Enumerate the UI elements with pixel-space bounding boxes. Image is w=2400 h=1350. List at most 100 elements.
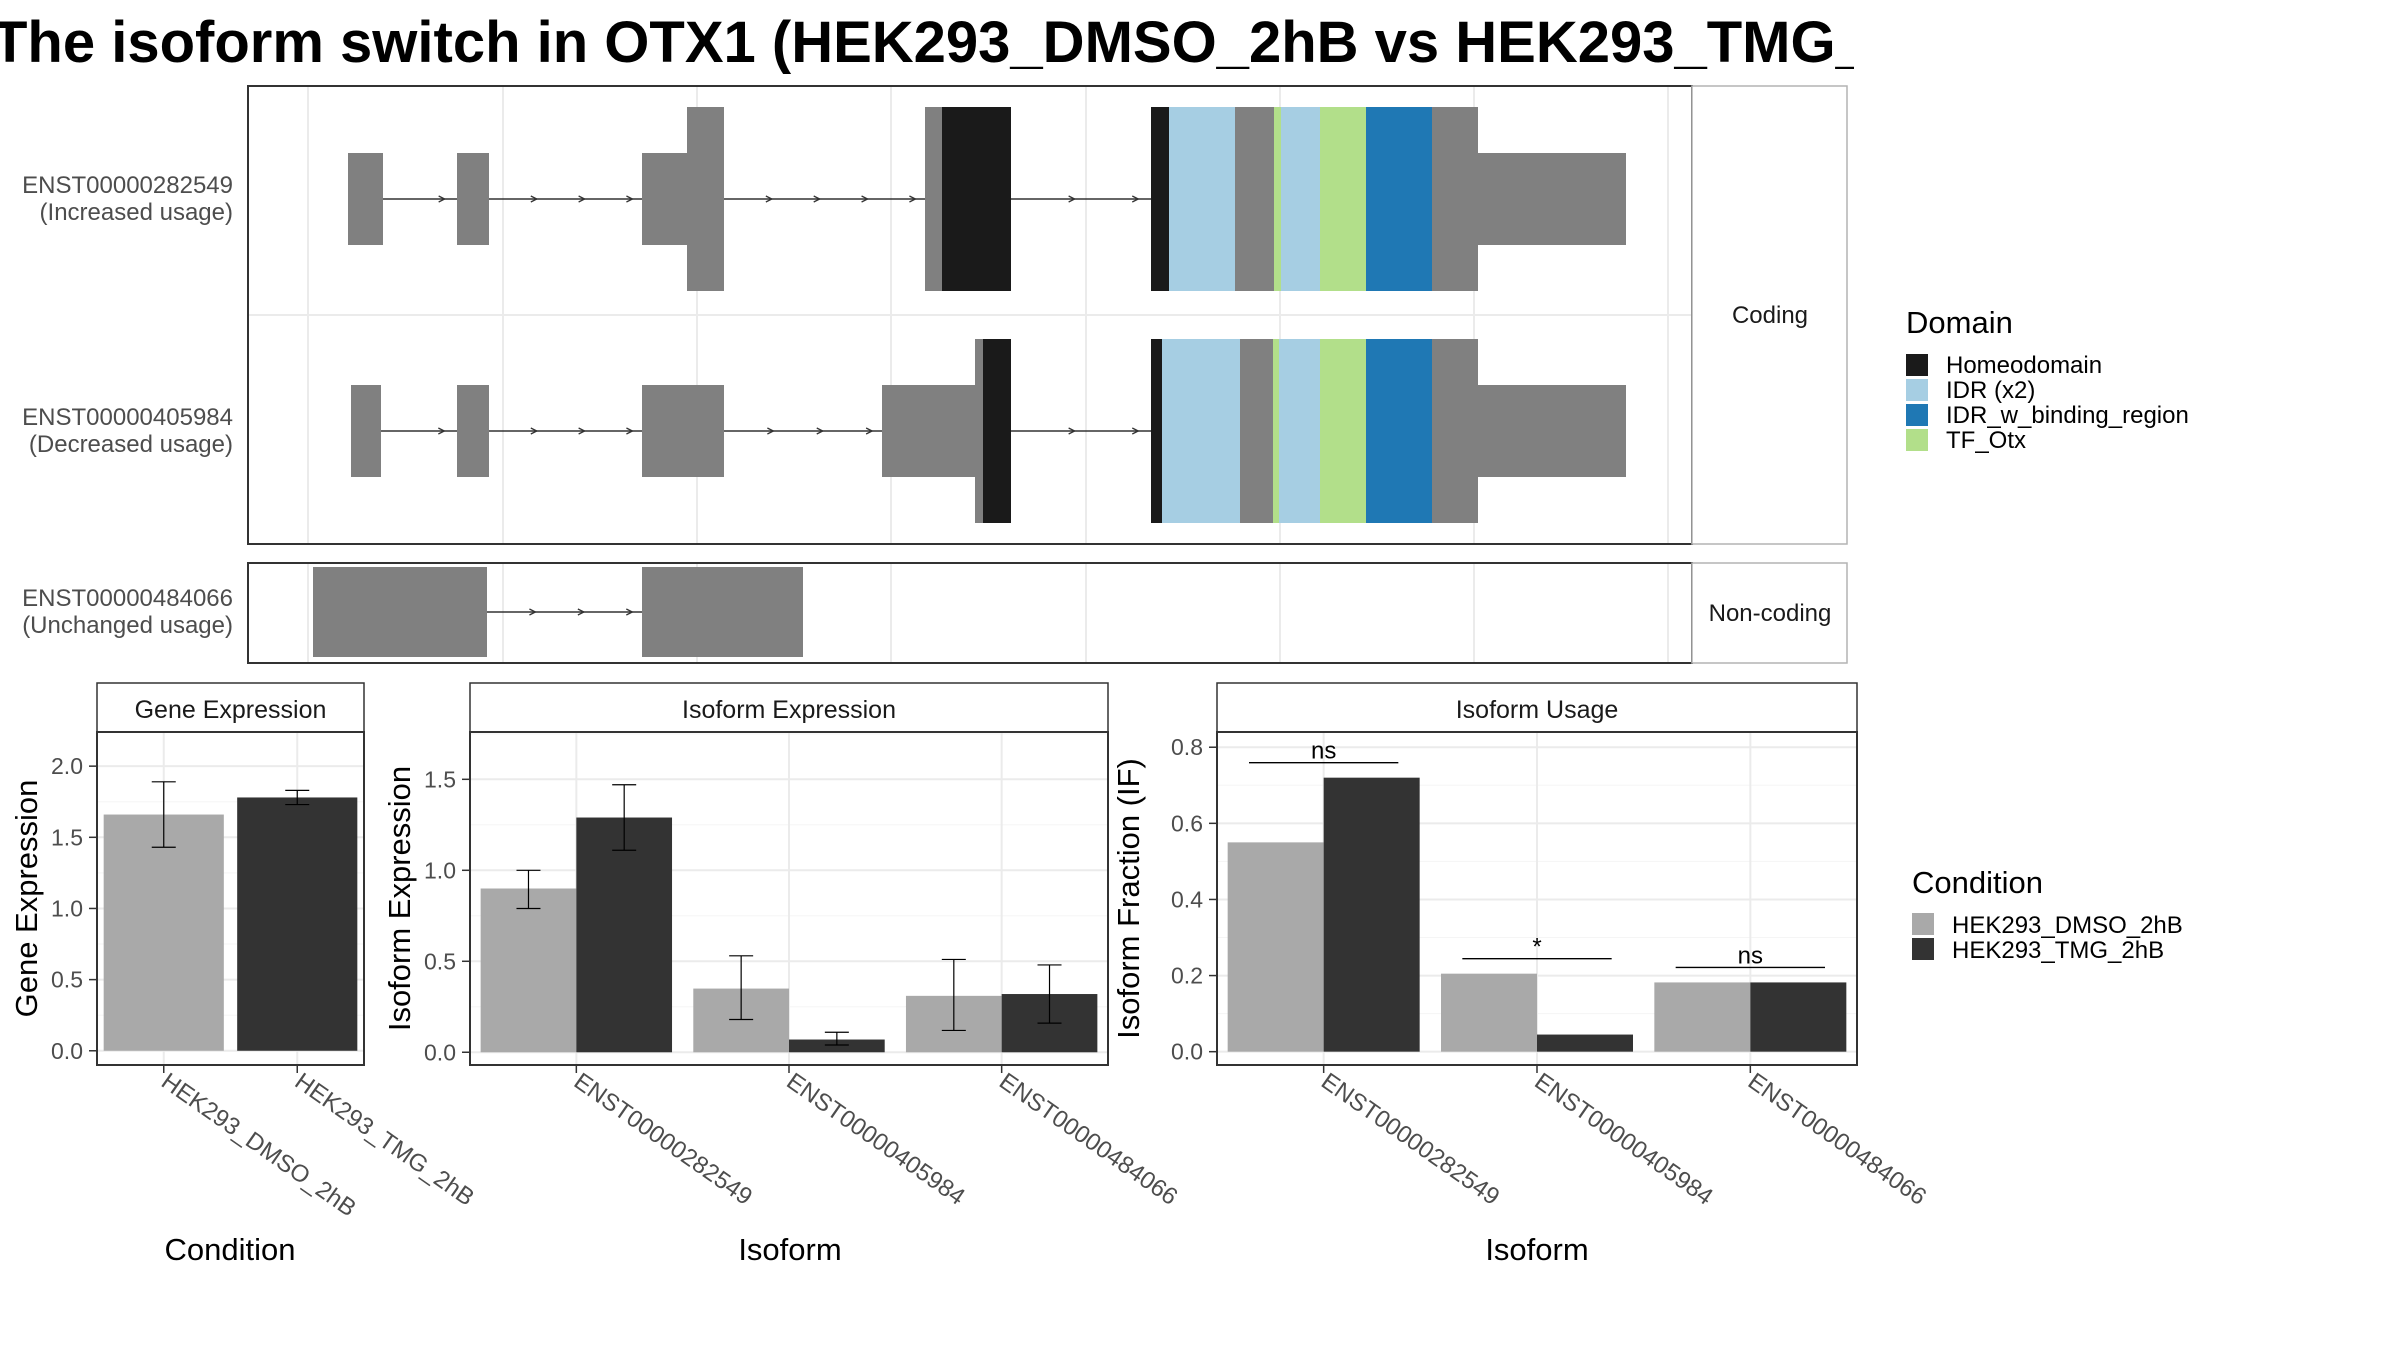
exon-cds: [1432, 339, 1478, 523]
exon-noncoding: [313, 567, 487, 657]
domain-idr: [1169, 107, 1235, 291]
domain-legend-label: Homeodomain: [1946, 352, 2102, 379]
intron-arrow: [765, 195, 774, 203]
facet-label-coding: Coding: [1732, 302, 1808, 329]
y-tick-label: 1.0: [51, 895, 83, 921]
y-axis-label: Isoform Expression: [382, 766, 417, 1031]
exon-utr: [642, 385, 724, 477]
x-axis-label: Condition: [165, 1232, 296, 1267]
intron-arrow: [861, 195, 870, 203]
transcript-status-label: (Unchanged usage): [22, 612, 233, 639]
y-tick-label: 0.0: [424, 1039, 456, 1065]
domain-legend-title: Domain: [1906, 305, 2013, 340]
x-tick-label: ENST00000484066: [1743, 1068, 1931, 1211]
exon-cds: [1240, 339, 1273, 523]
significance-label: ns: [1311, 738, 1336, 765]
domain-tf-otx: [1274, 107, 1281, 291]
x-axis-label: Isoform: [738, 1232, 841, 1267]
y-tick-label: 0.0: [1171, 1039, 1203, 1065]
x-tick-label: ENST00000484066: [994, 1068, 1182, 1211]
domain-homeodomain: [1151, 107, 1169, 291]
exon-cds: [975, 339, 983, 523]
y-tick-label: 0.5: [424, 948, 456, 974]
exon-utr: [1478, 385, 1626, 477]
y-tick-label: 0.0: [51, 1038, 83, 1064]
y-axis-label: Gene Expression: [9, 780, 44, 1018]
condition-legend-title: Condition: [1912, 865, 2043, 900]
exon-utr: [642, 153, 687, 245]
bar: [789, 1039, 885, 1053]
bar: [1750, 982, 1847, 1052]
bar: [1654, 982, 1751, 1052]
panel-strip: [469, 682, 1109, 733]
exon-utr: [1478, 153, 1626, 245]
domain-idr-binding-region: [1366, 339, 1432, 523]
intron-arrow: [1131, 195, 1140, 203]
intron-arrow: [626, 427, 634, 435]
y-tick-label: 0.2: [1171, 963, 1203, 989]
domain-legend-key: [1906, 429, 1928, 451]
intron-arrow: [530, 427, 539, 435]
domain-homeodomain: [942, 107, 1011, 291]
intron-arrow: [1068, 195, 1077, 203]
domain-legend-key: [1906, 379, 1928, 401]
intron-arrow: [529, 608, 537, 616]
bar: [1441, 973, 1537, 1052]
domain-tf-otx: [1320, 107, 1366, 291]
bar: [1537, 1034, 1633, 1052]
bar: [480, 888, 577, 1053]
intron-arrow: [577, 608, 586, 616]
intron-arrow: [813, 195, 822, 203]
domain-tf-otx: [1320, 339, 1366, 523]
domain-idr: [1162, 339, 1240, 523]
facet-label-noncoding: Non-coding: [1709, 600, 1832, 627]
intron-arrow: [626, 195, 634, 203]
panel-title: Gene Expression: [135, 696, 327, 724]
y-tick-label: 0.8: [1171, 734, 1203, 760]
significance-label: *: [1532, 934, 1541, 961]
exon-utr: [348, 153, 383, 245]
intron-arrow: [626, 608, 634, 616]
intron-arrow: [865, 427, 874, 435]
y-axis-label: Isoform Fraction (IF): [1111, 758, 1146, 1039]
exon-cds: [1235, 107, 1274, 291]
domain-idr-binding-region: [1366, 107, 1432, 291]
exon-cds: [687, 107, 724, 291]
page-title: The isoform switch in OTX1 (HEK293_DMSO_…: [0, 10, 1854, 75]
facet-strip-coding: [1691, 85, 1848, 545]
intron-arrow: [1131, 427, 1140, 435]
significance-label: ns: [1738, 942, 1763, 969]
intron-arrow: [438, 427, 446, 435]
facet-strip-noncoding: [1691, 562, 1848, 664]
condition-legend-key: [1912, 913, 1934, 935]
domain-legend-key: [1906, 404, 1928, 426]
exon-noncoding: [642, 567, 803, 657]
intron-arrow: [438, 195, 447, 203]
domain-legend-label: IDR_w_binding_region: [1946, 402, 2189, 429]
condition-legend-label: HEK293_DMSO_2hB: [1952, 912, 2183, 939]
exon-utr: [882, 385, 975, 477]
intron-arrow: [530, 195, 539, 203]
bar: [103, 814, 224, 1051]
x-tick-label: ENST00000282549: [569, 1068, 757, 1211]
transcript-id-label: ENST00000484066: [22, 585, 233, 612]
exon-cds: [925, 107, 942, 291]
exon-cds: [1432, 107, 1478, 291]
domain-legend-label: TF_Otx: [1946, 427, 2026, 454]
intron-arrow: [1068, 427, 1077, 435]
x-tick-label: ENST00000282549: [1316, 1068, 1504, 1211]
bar: [576, 817, 673, 1053]
intron-arrow: [767, 427, 775, 435]
y-tick-label: 0.6: [1171, 810, 1203, 836]
transcript-status-label: (Decreased usage): [29, 431, 233, 458]
intron-arrow: [578, 427, 587, 435]
y-tick-label: 1.0: [424, 857, 456, 883]
transcript-status-label: (Increased usage): [40, 199, 233, 226]
y-tick-label: 0.5: [51, 967, 83, 993]
domain-homeodomain: [983, 339, 1011, 523]
noncoding-panel-bg: [248, 563, 1692, 663]
condition-legend-label: HEK293_TMG_2hB: [1952, 937, 2164, 964]
domain-idr: [1279, 339, 1320, 523]
domain-tf-otx: [1273, 339, 1279, 523]
